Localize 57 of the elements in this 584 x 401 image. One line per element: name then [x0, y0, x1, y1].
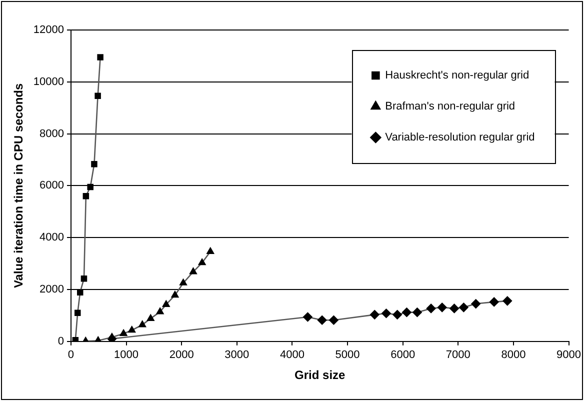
x-tick-label: 0	[68, 349, 74, 362]
point	[190, 268, 197, 274]
y-tick-label: 10000	[33, 76, 64, 88]
x-tick-label: 8000	[501, 349, 526, 362]
point	[402, 308, 412, 317]
point	[412, 308, 422, 317]
point	[317, 315, 327, 325]
point	[329, 315, 338, 325]
point	[87, 184, 94, 190]
point	[162, 300, 170, 307]
point	[171, 291, 179, 298]
point	[426, 304, 436, 314]
point	[128, 326, 136, 333]
point	[91, 161, 98, 168]
point	[120, 329, 128, 336]
x-tick-label: 3000	[224, 349, 250, 362]
y-axis-title: Value iteration time in CPU seconds	[12, 83, 26, 288]
y-tick-label: 2000	[40, 284, 64, 296]
y-tick-label: 4000	[40, 232, 64, 244]
point	[206, 247, 214, 254]
x-tick-label: 4000	[280, 349, 304, 362]
point	[94, 92, 101, 100]
legend-label: Variable-resolution regular grid	[385, 132, 535, 144]
x-tick-label: 1000	[114, 349, 139, 362]
y-tick-label: 8000	[40, 128, 64, 140]
point	[97, 54, 104, 60]
x-tick-label: 5000	[335, 349, 360, 362]
point	[471, 299, 480, 308]
x-axis-title: Grid size	[294, 368, 346, 382]
legend-label: Brafman's non-regular grid	[385, 100, 516, 113]
y-tick-label: 12000	[33, 24, 64, 36]
x-tick-label: 2000	[169, 349, 194, 362]
point	[138, 320, 146, 328]
point	[72, 336, 79, 342]
point	[80, 275, 88, 282]
point	[74, 310, 81, 316]
point	[146, 314, 154, 321]
x-tick-label: 7000	[446, 349, 470, 362]
point	[76, 289, 84, 296]
x-tick-label: 9000	[556, 349, 582, 362]
y-tick-label: 0	[58, 335, 64, 348]
point	[156, 308, 164, 314]
point	[437, 302, 447, 312]
y-tick-label: 6000	[40, 180, 64, 192]
point	[382, 308, 391, 318]
point	[303, 312, 312, 322]
point	[180, 278, 187, 286]
point	[450, 304, 459, 314]
point	[489, 297, 499, 307]
point	[502, 296, 512, 306]
legend-label: Hauskrecht's non-regular grid	[385, 70, 530, 82]
point	[370, 310, 380, 320]
point	[198, 258, 206, 266]
point	[459, 302, 468, 312]
point	[82, 192, 90, 200]
point	[392, 310, 402, 320]
x-tick-label: 6000	[390, 349, 416, 362]
